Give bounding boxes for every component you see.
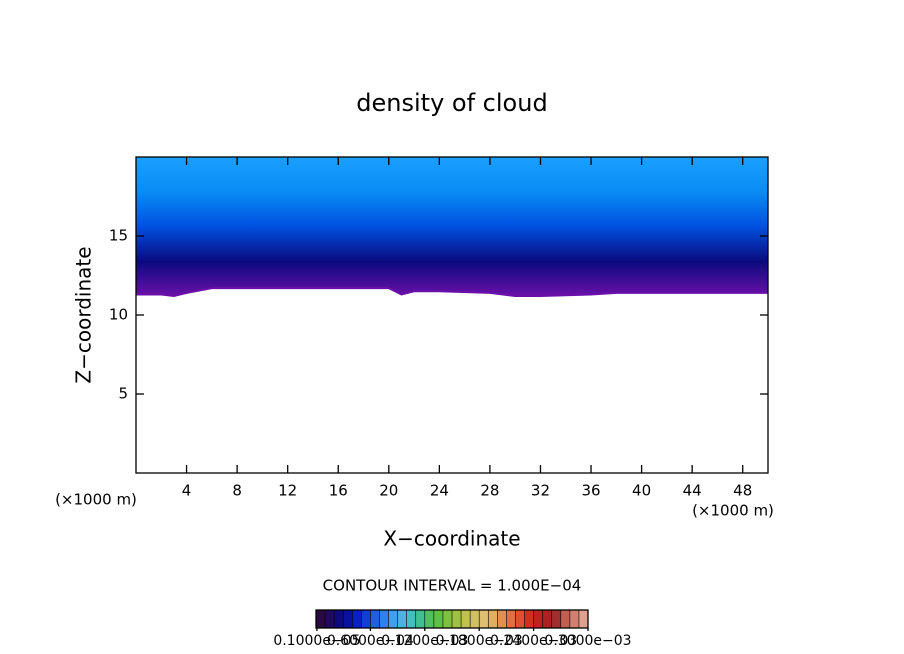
colorbar-cell — [433, 610, 443, 628]
colorbar-cell — [325, 610, 335, 628]
colorbar-cell — [461, 610, 471, 628]
y-unit: (×1000 m) — [55, 491, 137, 509]
colorbar-tick-label: 0.1800e−03 — [436, 633, 523, 649]
colorbar-cell — [379, 610, 389, 628]
y-tick-label: 10 — [109, 306, 128, 324]
colorbar-tick-label: 0.1000e−05 — [273, 633, 360, 649]
y-axis-label: Z−coordinate — [72, 246, 96, 383]
colorbar-tick-label: 0.1200e−03 — [381, 633, 468, 649]
x-tick-label: 40 — [632, 482, 651, 500]
colorbar-cell — [551, 610, 561, 628]
colorbar-cell — [361, 610, 371, 628]
colorbar-cell — [442, 610, 452, 628]
cloud-base — [136, 287, 768, 298]
colorbar-cell — [343, 610, 353, 628]
contour-interval: CONTOUR INTERVAL = 1.000E−04 — [323, 577, 582, 595]
x-tick-label: 48 — [733, 482, 752, 500]
x-tick-label: 16 — [329, 482, 348, 500]
y-tick-label: 15 — [109, 227, 128, 245]
x-tick-label: 8 — [232, 482, 242, 500]
x-tick-label: 4 — [182, 482, 192, 500]
x-axis-label: X−coordinate — [383, 527, 520, 551]
colorbar-frame — [315, 609, 589, 629]
x-tick-label: 24 — [430, 482, 449, 500]
x-tick-label: 44 — [683, 482, 702, 500]
colorbar-cell — [424, 610, 434, 628]
colorbar-cell — [415, 610, 425, 628]
colorbar-cell — [406, 610, 416, 628]
cloud-field — [136, 157, 768, 297]
x-tick-label: 12 — [278, 482, 297, 500]
x-unit: (×1000 m) — [692, 502, 774, 520]
x-tick-label: 28 — [480, 482, 499, 500]
colorbar-cell — [560, 610, 570, 628]
colorbar-cell — [488, 610, 498, 628]
colorbar-cell — [533, 610, 543, 628]
colorbar-cell — [479, 610, 489, 628]
x-tick-label: 20 — [379, 482, 398, 500]
colorbar-cell — [370, 610, 380, 628]
colorbar-cell — [470, 610, 480, 628]
colorbar-cell — [334, 610, 344, 628]
x-tick-label: 32 — [531, 482, 550, 500]
colorbar-cell — [352, 610, 362, 628]
colorbar-cell — [569, 610, 579, 628]
colorbar-cell — [316, 610, 326, 628]
colorbar-cell — [452, 610, 462, 628]
x-tick-label: 36 — [581, 482, 600, 500]
colorbar-cell — [506, 610, 516, 628]
colorbar-cell — [578, 610, 588, 628]
colorbar-tick-label: 0.3000e−03 — [544, 633, 631, 649]
colorbar-tick-label: 0.6000e−04 — [327, 633, 414, 649]
chart-title: density of cloud — [356, 89, 547, 117]
colorbar-cell — [388, 610, 398, 628]
colorbar-cell — [497, 610, 507, 628]
y-tick-label: 5 — [118, 385, 128, 403]
colorbar-cell — [524, 610, 534, 628]
colorbar-cell — [397, 610, 407, 628]
colorbar-cell — [542, 610, 552, 628]
colorbar-cell — [515, 610, 525, 628]
colorbar-tick-label: 0.2400e−03 — [490, 633, 577, 649]
